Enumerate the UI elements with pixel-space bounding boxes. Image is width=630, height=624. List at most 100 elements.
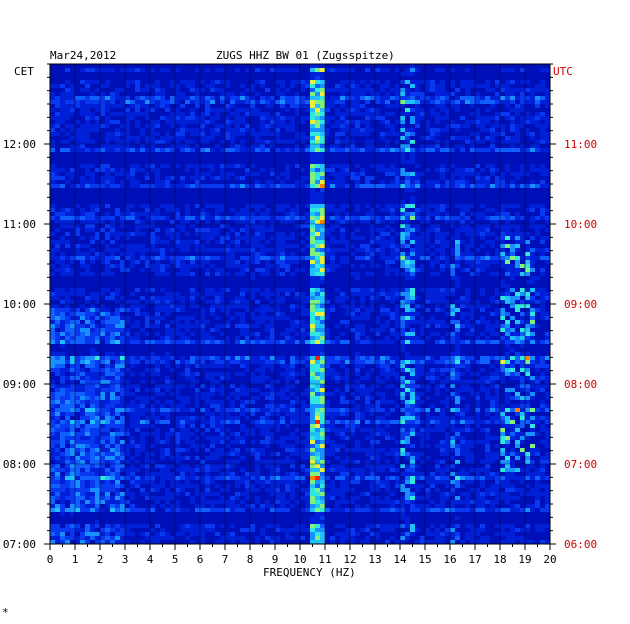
heatmap-cell — [500, 244, 505, 248]
heatmap-cell — [205, 252, 210, 256]
heatmap-cell — [390, 200, 395, 204]
heatmap-cell — [145, 124, 150, 128]
heatmap-cell — [390, 168, 395, 172]
heatmap-cell — [290, 124, 295, 128]
heatmap-cell — [480, 76, 485, 80]
heatmap-cell — [115, 120, 120, 124]
heatmap-cell — [260, 164, 265, 168]
heatmap-cell — [490, 224, 495, 228]
heatmap-cell — [405, 204, 410, 208]
heatmap-cell — [295, 148, 300, 152]
heatmap-cell — [210, 200, 215, 204]
heatmap-cell — [220, 204, 225, 208]
heatmap-cell — [210, 96, 215, 100]
heatmap-cell — [480, 96, 485, 100]
heatmap-cell — [155, 184, 160, 188]
spectrogram-heatmap — [50, 64, 550, 544]
heatmap-cell — [340, 260, 345, 264]
heatmap-cell — [405, 88, 410, 92]
heatmap-cell — [95, 108, 100, 112]
heatmap-cell — [230, 80, 235, 84]
heatmap-cell — [480, 148, 485, 152]
heatmap-cell — [355, 108, 360, 112]
heatmap-cell — [515, 192, 520, 196]
heatmap-cell — [215, 224, 220, 228]
heatmap-cell — [460, 180, 465, 184]
heatmap-cell — [90, 244, 95, 248]
heatmap-cell — [55, 232, 60, 236]
heatmap-cell — [540, 228, 545, 232]
heatmap-cell — [235, 120, 240, 124]
heatmap-cell — [170, 208, 175, 212]
heatmap-cell — [70, 164, 75, 168]
heatmap-cell — [380, 204, 385, 208]
heatmap-cell — [200, 144, 205, 148]
heatmap-cell — [70, 180, 75, 184]
heatmap-cell — [460, 92, 465, 96]
heatmap-cell — [60, 72, 65, 76]
heatmap-cell — [205, 228, 210, 232]
heatmap-cell — [485, 72, 490, 76]
heatmap-cell — [315, 100, 320, 104]
heatmap-cell — [425, 132, 430, 136]
heatmap-cell — [105, 252, 110, 256]
heatmap-cell — [455, 240, 460, 244]
heatmap-cell — [375, 80, 380, 84]
heatmap-cell — [150, 244, 155, 248]
heatmap-cell — [545, 92, 550, 96]
heatmap-cell — [515, 72, 520, 76]
heatmap-cell — [440, 76, 445, 80]
heatmap-cell — [365, 188, 370, 192]
heatmap-cell — [195, 224, 200, 228]
heatmap-cell — [120, 152, 125, 156]
heatmap-cell — [445, 140, 450, 144]
heatmap-cell — [370, 168, 375, 172]
heatmap-cell — [180, 224, 185, 228]
heatmap-cell — [485, 128, 490, 132]
heatmap-cell — [220, 212, 225, 216]
heatmap-cell — [405, 196, 410, 200]
heatmap-cell — [175, 208, 180, 212]
heatmap-cell — [415, 96, 420, 100]
heatmap-cell — [305, 120, 310, 124]
heatmap-cell — [315, 208, 320, 212]
heatmap-cell — [310, 164, 315, 168]
heatmap-cell — [265, 180, 270, 184]
heatmap-cell — [55, 156, 60, 160]
heatmap-cell — [270, 208, 275, 212]
heatmap-cell — [200, 172, 205, 176]
heatmap-cell — [260, 140, 265, 144]
heatmap-cell — [80, 116, 85, 120]
heatmap-cell — [350, 152, 355, 156]
heatmap-cell — [185, 120, 190, 124]
heatmap-cell — [220, 108, 225, 112]
heatmap-cell — [230, 108, 235, 112]
heatmap-cell — [70, 160, 75, 164]
heatmap-cell — [335, 160, 340, 164]
heatmap-cell — [300, 96, 305, 100]
heatmap-cell — [95, 92, 100, 96]
heatmap-cell — [315, 216, 320, 220]
heatmap-cell — [290, 156, 295, 160]
heatmap-cell — [360, 180, 365, 184]
heatmap-cell — [185, 96, 190, 100]
heatmap-cell — [260, 100, 265, 104]
heatmap-cell — [540, 80, 545, 84]
heatmap-cell — [120, 108, 125, 112]
heatmap-cell — [120, 160, 125, 164]
heatmap-cell — [520, 116, 525, 120]
heatmap-cell — [460, 68, 465, 72]
heatmap-cell — [415, 256, 420, 260]
heatmap-cell — [120, 180, 125, 184]
heatmap-cell — [190, 156, 195, 160]
heatmap-cell — [440, 224, 445, 228]
heatmap-cell — [70, 204, 75, 208]
heatmap-cell — [95, 88, 100, 92]
heatmap-cell — [365, 164, 370, 168]
heatmap-cell — [215, 180, 220, 184]
heatmap-cell — [65, 236, 70, 240]
heatmap-cell — [255, 132, 260, 136]
heatmap-cell — [170, 132, 175, 136]
heatmap-cell — [540, 224, 545, 228]
heatmap-cell — [260, 160, 265, 164]
